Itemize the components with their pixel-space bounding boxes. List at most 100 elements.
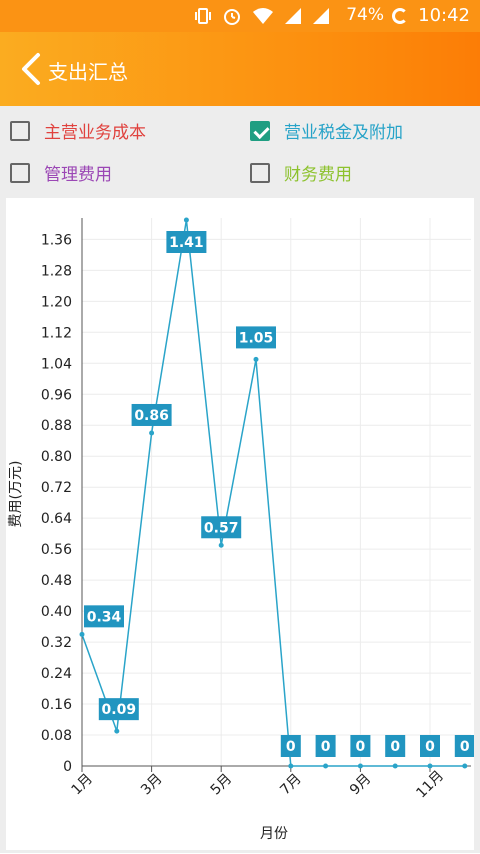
clock: 10:42 bbox=[418, 5, 470, 26]
y-tick-label: 1.36 bbox=[41, 232, 72, 248]
data-label-text: 0.09 bbox=[102, 702, 137, 718]
data-point bbox=[427, 763, 433, 769]
data-label-box bbox=[131, 403, 172, 426]
filter-panel: 主营业务成本 营业税金及附加 管理费用 财务费用 bbox=[0, 106, 480, 192]
data-label: 0 bbox=[315, 735, 336, 757]
data-point bbox=[183, 217, 189, 223]
filter-label: 营业税金及附加 bbox=[284, 123, 403, 143]
data-point bbox=[357, 763, 363, 769]
y-tick-label: 0.96 bbox=[41, 387, 72, 403]
data-label-box bbox=[350, 735, 371, 757]
checkbox[interactable] bbox=[10, 162, 30, 183]
y-axis-ticks: 0 0.08 0.16 0.24 0.32 0.40 0.48 0.56 0.64 0.72 0.8… bbox=[41, 232, 72, 775]
data-label-text: 1.41 bbox=[169, 235, 204, 251]
data-label: 1.41 bbox=[166, 231, 207, 253]
data-label: 0.34 bbox=[84, 605, 124, 628]
x-axis-ticks: 1月 3月 5月 7月 9月 11月 bbox=[68, 766, 447, 801]
data-label: 0 bbox=[280, 735, 301, 757]
checkbox[interactable] bbox=[250, 120, 270, 141]
data-point bbox=[149, 430, 155, 436]
y-tick-label: 0.24 bbox=[41, 666, 72, 682]
data-point bbox=[323, 763, 329, 769]
data-point bbox=[79, 631, 85, 637]
x-tick-label: 1月 bbox=[68, 771, 96, 799]
data-label: 0 bbox=[454, 735, 475, 757]
data-label-box bbox=[280, 735, 301, 757]
data-label-box bbox=[98, 698, 139, 721]
data-label-text: 0 bbox=[286, 739, 296, 755]
data-label-text: 1.05 bbox=[239, 330, 274, 346]
data-label: 0 bbox=[420, 735, 440, 757]
filter-label: 财务费用 bbox=[284, 165, 352, 185]
data-point bbox=[462, 763, 468, 769]
y-tick-label: 0.80 bbox=[41, 449, 72, 465]
data-label-text: 0 bbox=[390, 739, 400, 755]
data-label-box bbox=[236, 326, 276, 349]
checkbox[interactable] bbox=[250, 162, 270, 183]
y-tick-label: 0.16 bbox=[41, 697, 72, 713]
vibrate-icon bbox=[195, 8, 211, 24]
data-label-box bbox=[84, 605, 124, 628]
y-tick-label: 0.88 bbox=[41, 418, 72, 434]
filter-finance-fee[interactable]: 财务费用 bbox=[250, 160, 352, 185]
chart-card: 0 0.08 0.16 0.24 0.32 0.40 0.48 0.56 0.64 0.72 0.8… bbox=[6, 198, 475, 850]
chevron-left-icon[interactable] bbox=[18, 52, 44, 86]
y-tick-label: 1.12 bbox=[41, 325, 72, 341]
data-points bbox=[79, 217, 468, 769]
y-tick-label: 0.48 bbox=[41, 573, 72, 589]
y-tick-label: 0 bbox=[63, 759, 72, 775]
data-label: 0.09 bbox=[98, 698, 139, 721]
data-label-text: 0.34 bbox=[87, 609, 122, 625]
y-tick-label: 1.28 bbox=[41, 263, 72, 279]
x-tick-label: 5月 bbox=[208, 771, 236, 799]
data-label-box bbox=[454, 735, 475, 757]
filter-label: 主营业务成本 bbox=[44, 123, 146, 143]
expense-line-chart: 0 0.08 0.16 0.24 0.32 0.40 0.48 0.56 0.64 0.72 0.8… bbox=[8, 217, 475, 842]
y-tick-label: 0.64 bbox=[41, 511, 72, 527]
x-tick-label: 9月 bbox=[347, 771, 375, 799]
status-bar: 74% 10:42 bbox=[0, 0, 480, 32]
data-label-box bbox=[420, 735, 440, 757]
app-bar: 支出汇总 bbox=[0, 32, 480, 106]
signal-icon bbox=[285, 8, 301, 24]
series-line bbox=[81, 219, 465, 767]
y-tick-label: 0.32 bbox=[41, 635, 72, 651]
x-tick-label: 11月 bbox=[413, 768, 447, 802]
data-point bbox=[114, 728, 120, 734]
data-point bbox=[288, 763, 294, 769]
battery-icon bbox=[392, 8, 408, 24]
grid bbox=[81, 218, 471, 767]
data-point bbox=[218, 542, 224, 548]
data-label-text: 0.57 bbox=[204, 520, 239, 536]
data-label-text: 0 bbox=[460, 739, 470, 755]
data-label-box bbox=[315, 735, 336, 757]
data-label: 1.05 bbox=[236, 326, 276, 349]
filter-management-fee[interactable]: 管理费用 bbox=[10, 160, 112, 185]
y-tick-label: 1.04 bbox=[41, 356, 72, 372]
status-icons bbox=[194, 6, 330, 26]
wifi-icon bbox=[253, 8, 273, 24]
data-label: 0 bbox=[350, 735, 371, 757]
x-tick-label: 3月 bbox=[138, 771, 166, 799]
checkbox[interactable] bbox=[10, 120, 30, 141]
page-title: 支出汇总 bbox=[48, 60, 128, 84]
data-label: 0 bbox=[385, 735, 406, 757]
x-axis-title: 月份 bbox=[260, 826, 288, 842]
data-label-text: 0 bbox=[321, 739, 331, 755]
battery-percent: 74% bbox=[346, 5, 384, 25]
filter-business-tax[interactable]: 营业税金及附加 bbox=[250, 118, 403, 143]
data-point bbox=[392, 763, 398, 769]
signal-icon-2 bbox=[313, 8, 329, 24]
data-label-text: 0 bbox=[425, 739, 435, 755]
y-tick-label: 0.56 bbox=[41, 542, 72, 558]
data-label: 0.57 bbox=[201, 516, 242, 539]
y-tick-label: 0.72 bbox=[41, 480, 72, 496]
y-tick-label: 1.20 bbox=[41, 294, 72, 310]
data-label: 0.86 bbox=[131, 403, 172, 426]
data-label-text: 0 bbox=[356, 739, 366, 755]
data-point bbox=[253, 356, 259, 362]
filter-main-cost[interactable]: 主营业务成本 bbox=[10, 118, 146, 143]
data-label-box bbox=[385, 735, 406, 757]
x-tick-label: 7月 bbox=[277, 771, 305, 799]
data-label-text: 0.86 bbox=[134, 408, 169, 424]
